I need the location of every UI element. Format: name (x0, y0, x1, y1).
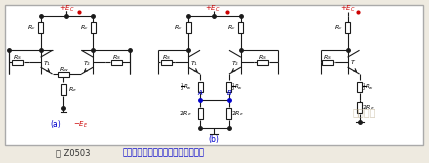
Text: $2R_e$: $2R_e$ (362, 103, 375, 112)
Text: $R_S$: $R_S$ (323, 53, 332, 62)
Bar (227, 82, 231, 92)
Text: $\frac{1}{2}R_w$: $\frac{1}{2}R_w$ (180, 81, 192, 93)
Text: $R_S$: $R_S$ (258, 53, 267, 62)
Bar (111, 60, 122, 65)
Bar (91, 22, 96, 33)
Text: $T_1$: $T_1$ (190, 59, 198, 68)
Text: $T$: $T$ (350, 58, 356, 66)
Bar (239, 22, 243, 33)
Bar (227, 108, 231, 119)
Text: $R_c$: $R_c$ (80, 23, 88, 32)
Text: 图 Z0503: 图 Z0503 (55, 148, 90, 157)
Text: $+E_C$: $+E_C$ (340, 4, 355, 14)
Text: $+E_C$: $+E_C$ (59, 4, 74, 14)
Text: $A$: $A$ (197, 88, 203, 97)
Bar (12, 60, 23, 65)
Text: $R_c$: $R_c$ (227, 23, 236, 32)
Text: $B$: $B$ (226, 88, 232, 97)
Text: $R_S$: $R_S$ (162, 53, 171, 62)
Text: $\frac{1}{2}R_w$: $\frac{1}{2}R_w$ (362, 81, 374, 93)
Text: $+E_C$: $+E_C$ (205, 4, 221, 14)
Text: $T_1$: $T_1$ (42, 59, 51, 68)
Text: $R_c$: $R_c$ (27, 23, 36, 32)
Text: $2R_e$: $2R_e$ (179, 109, 192, 118)
Bar (5, 5, 423, 145)
Bar (357, 82, 362, 92)
Bar (345, 22, 350, 33)
Text: $R_w$: $R_w$ (58, 65, 69, 74)
Text: $-E_E$: $-E_E$ (73, 119, 89, 130)
Text: $\frac{1}{2}R_w$: $\frac{1}{2}R_w$ (231, 81, 243, 93)
Bar (257, 60, 268, 65)
Text: (a): (a) (50, 120, 61, 129)
Text: $R_S$: $R_S$ (13, 53, 22, 62)
Text: $R_e$: $R_e$ (69, 85, 77, 94)
Text: 电子技术: 电子技术 (353, 107, 376, 117)
Bar (61, 84, 66, 95)
Bar (58, 72, 69, 77)
Bar (186, 22, 190, 33)
Bar (322, 60, 333, 65)
Bar (38, 22, 43, 33)
Text: 基本差动放大电路静态工作点的计算: 基本差动放大电路静态工作点的计算 (122, 148, 204, 157)
Bar (198, 82, 202, 92)
Text: $2R_e$: $2R_e$ (231, 109, 244, 118)
Text: $R_c$: $R_c$ (175, 23, 183, 32)
Text: $R_c$: $R_c$ (334, 23, 343, 32)
Text: $T_2$: $T_2$ (83, 59, 91, 68)
Bar (357, 102, 362, 113)
Bar (198, 108, 202, 119)
Text: $R_S$: $R_S$ (112, 53, 121, 62)
Text: (b): (b) (208, 135, 220, 144)
Text: $T_2$: $T_2$ (231, 59, 239, 68)
Bar (161, 60, 172, 65)
